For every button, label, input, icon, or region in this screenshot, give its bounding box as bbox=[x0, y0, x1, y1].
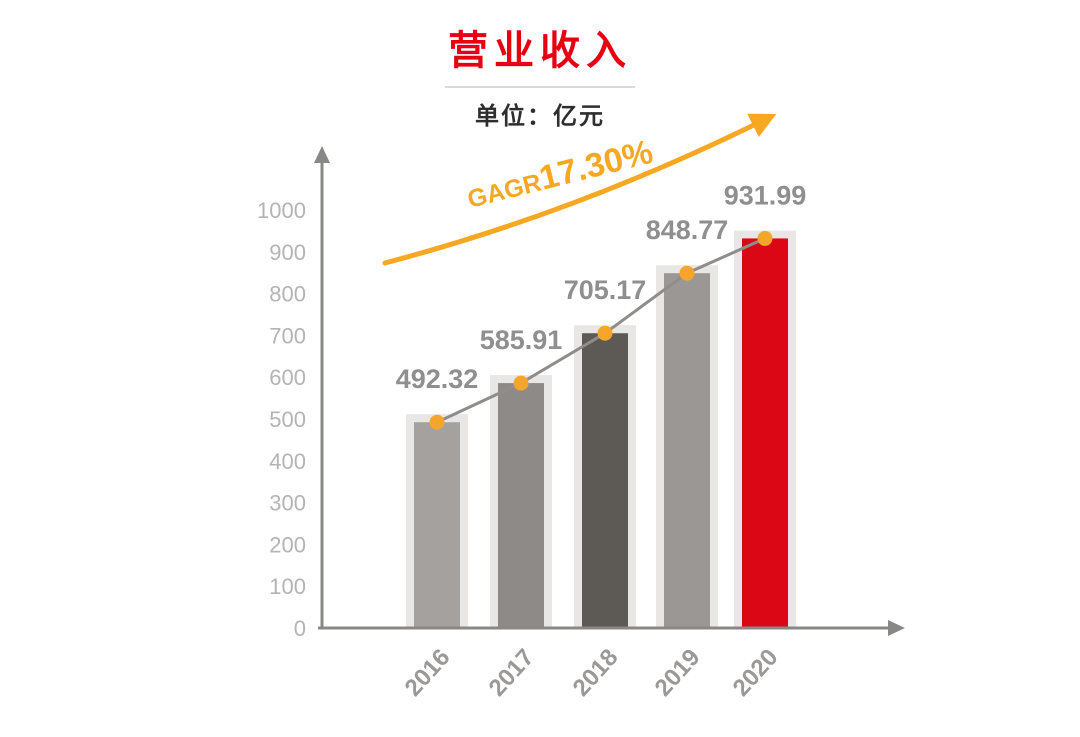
x-tick-label: 2017 bbox=[484, 644, 540, 702]
bar-2016 bbox=[414, 422, 460, 628]
y-axis-arrowhead bbox=[314, 146, 330, 163]
x-axis-arrowhead bbox=[888, 620, 905, 636]
value-label: 705.17 bbox=[564, 275, 647, 305]
y-tick-label: 900 bbox=[269, 240, 306, 265]
y-tick-label: 800 bbox=[269, 282, 306, 307]
y-tick-label: 600 bbox=[269, 365, 306, 390]
y-tick-label: 100 bbox=[269, 574, 306, 599]
x-tick-label: 2018 bbox=[568, 644, 624, 702]
bar-2018 bbox=[582, 333, 628, 628]
page-title: 营业收入 bbox=[448, 29, 632, 73]
y-tick-label: 400 bbox=[269, 449, 306, 474]
data-point bbox=[513, 375, 529, 391]
chart-header: 营业收入 单位：亿元 bbox=[0, 0, 1080, 131]
x-tick-label: 2016 bbox=[400, 644, 456, 702]
growth-arrow-curve bbox=[382, 113, 777, 266]
bar-2020 bbox=[742, 238, 788, 629]
bar-2017 bbox=[498, 383, 544, 628]
unit-label: 单位：亿元 bbox=[475, 103, 605, 130]
x-tick-label: 2020 bbox=[728, 644, 784, 702]
title-divider bbox=[445, 86, 635, 88]
y-tick-label: 500 bbox=[269, 407, 306, 432]
value-label: 848.77 bbox=[646, 215, 729, 245]
y-tick-label: 0 bbox=[294, 616, 306, 641]
value-label: 585.91 bbox=[480, 325, 563, 355]
value-label: 931.99 bbox=[724, 180, 807, 210]
bar-2019 bbox=[664, 273, 710, 628]
y-tick-label: 1000 bbox=[257, 198, 306, 223]
data-point bbox=[597, 325, 613, 341]
y-tick-label: 700 bbox=[269, 323, 306, 348]
value-label: 492.32 bbox=[396, 364, 479, 394]
y-tick-label: 200 bbox=[269, 532, 306, 557]
x-tick-label: 2019 bbox=[650, 644, 706, 702]
data-point bbox=[757, 230, 773, 246]
data-point bbox=[679, 265, 695, 281]
cagr-annotation: GAGR17.30% bbox=[463, 133, 657, 216]
y-tick-label: 300 bbox=[269, 491, 306, 516]
data-point bbox=[429, 414, 445, 430]
